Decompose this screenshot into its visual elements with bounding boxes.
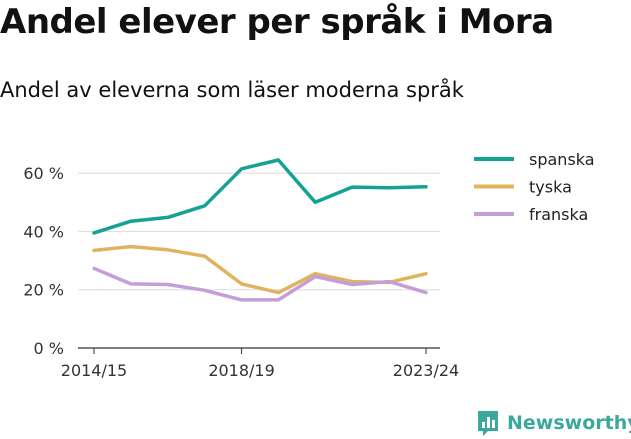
y-tick-label: 40 %	[23, 222, 64, 241]
legend-label-spanska: spanska	[529, 150, 595, 169]
y-tick-label: 0 %	[34, 339, 64, 358]
chart-title: Andel elever per språk i Mora	[0, 2, 554, 42]
bar-chart-speech-icon	[478, 411, 498, 436]
x-tick-label: 2023/24	[393, 361, 459, 380]
grid-lines	[78, 172, 440, 349]
brand-name: Newsworthy	[507, 412, 631, 434]
x-axis: 2014/15 2018/19 2023/24	[61, 348, 459, 380]
y-tick-label: 60 %	[23, 164, 64, 183]
brand-logo: Newsworthy	[476, 409, 631, 437]
legend: spanska tyska franska	[474, 150, 595, 224]
series-line-spanska	[92, 158, 428, 235]
series-lines	[92, 158, 428, 302]
series-line-franska	[92, 266, 428, 302]
x-tick-label: 2018/19	[208, 361, 274, 380]
chart-subtitle: Andel av eleverna som läser moderna språ…	[0, 78, 464, 102]
legend-label-tyska: tyska	[529, 178, 572, 197]
y-axis-labels: 0 % 20 % 40 % 60 %	[23, 164, 64, 358]
legend-label-franska: franska	[529, 205, 588, 224]
y-tick-label: 20 %	[23, 281, 64, 300]
x-tick-label: 2014/15	[61, 361, 127, 380]
